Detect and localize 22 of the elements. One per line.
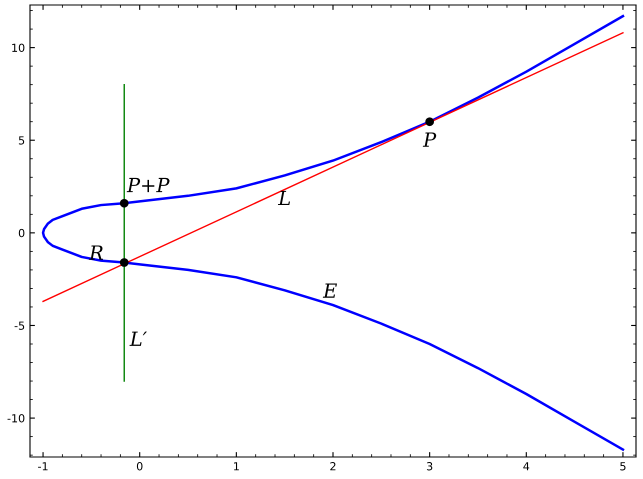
x-tick-label: 0 [136,462,142,470]
y-tick-label: 0 [18,228,24,238]
annotation: E [322,284,337,298]
x-tick-label: 5 [620,462,626,470]
point [120,258,129,267]
y-tick-label: -5 [14,322,24,330]
x-tick-label: 1 [234,462,239,470]
x-tick-label: -1 [38,462,48,470]
annotation: L [278,190,290,206]
point [425,117,434,126]
annotation: L′ [129,332,147,346]
x-tick-label: 3 [426,462,432,470]
annotation: R [88,246,104,260]
x-tick-label: 4 [523,462,530,470]
annotation: P+P [126,178,170,192]
line-series [42,14,624,451]
annotation: P [422,132,436,147]
x-tick-label: 2 [330,462,336,470]
point [120,198,129,208]
y-tick-label: -10 [8,414,24,422]
y-tick-label: 10 [12,44,24,52]
y-tick-label: 5 [18,136,24,145]
